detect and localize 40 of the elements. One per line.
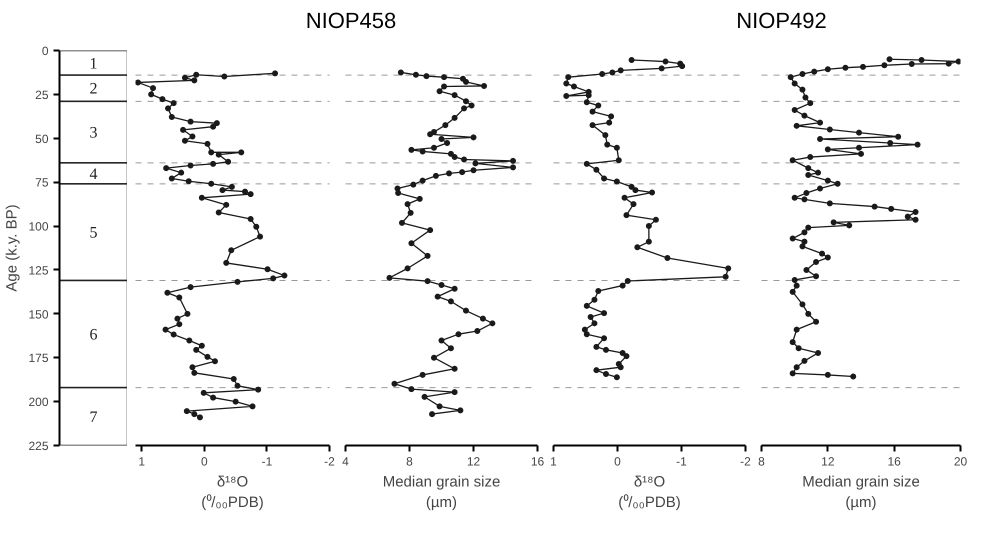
- series-label: 2: [90, 80, 98, 98]
- x-tick-label: 1: [550, 454, 558, 468]
- x-axis-title: Median grain size (µm): [382, 474, 500, 511]
- x-axis-title: δ¹⁸O (⁰/₀₀PDB): [618, 474, 681, 511]
- x-tick-label: 0: [201, 454, 208, 468]
- y-tick-label: 25: [35, 88, 49, 102]
- series-label: 3: [90, 124, 98, 142]
- x-tick-label: 0: [614, 454, 622, 468]
- x-tick-label: 16: [887, 454, 902, 468]
- x-tick-label: 1: [138, 454, 146, 468]
- series-label: 7: [90, 409, 98, 426]
- y-tick-label: 50: [35, 132, 49, 146]
- x-tick-label: -1: [676, 454, 688, 468]
- y-tick-label: 75: [35, 176, 49, 190]
- y-axis-title: Age (k.y. BP): [3, 204, 20, 292]
- y-tick-label: 0: [42, 44, 49, 58]
- x-tick-label: -1: [262, 454, 273, 468]
- series-label: 1: [90, 55, 98, 72]
- x-tick-label: 4: [342, 454, 350, 468]
- x-tick-label: 16: [530, 454, 544, 468]
- x-tick-label: 12: [821, 454, 835, 468]
- y-tick-label: 150: [28, 307, 49, 322]
- series-label: 6: [90, 326, 98, 344]
- x-tick-label: 20: [954, 454, 968, 468]
- x-axis-title: δ¹⁸O (⁰/₀₀PDB): [201, 474, 264, 511]
- x-tick-label: 8: [406, 454, 414, 468]
- y-tick-label: 100: [28, 220, 49, 234]
- x-tick-label: 8: [758, 454, 766, 468]
- x-axis-title: Median grain size (µm): [802, 474, 920, 511]
- x-tick-label: -2: [740, 454, 752, 468]
- y-tick-label: 175: [28, 351, 49, 366]
- y-tick-label: 200: [28, 395, 49, 410]
- chart-title: NIOP458: [306, 7, 396, 35]
- chart-title: NIOP492: [736, 7, 827, 35]
- x-tick-label: -2: [324, 454, 336, 468]
- x-tick-label: 12: [466, 454, 480, 468]
- y-tick-label: 125: [28, 263, 49, 278]
- series-label: 4: [90, 166, 98, 183]
- y-tick-label: 225: [28, 439, 49, 453]
- series-label: 5: [90, 224, 98, 242]
